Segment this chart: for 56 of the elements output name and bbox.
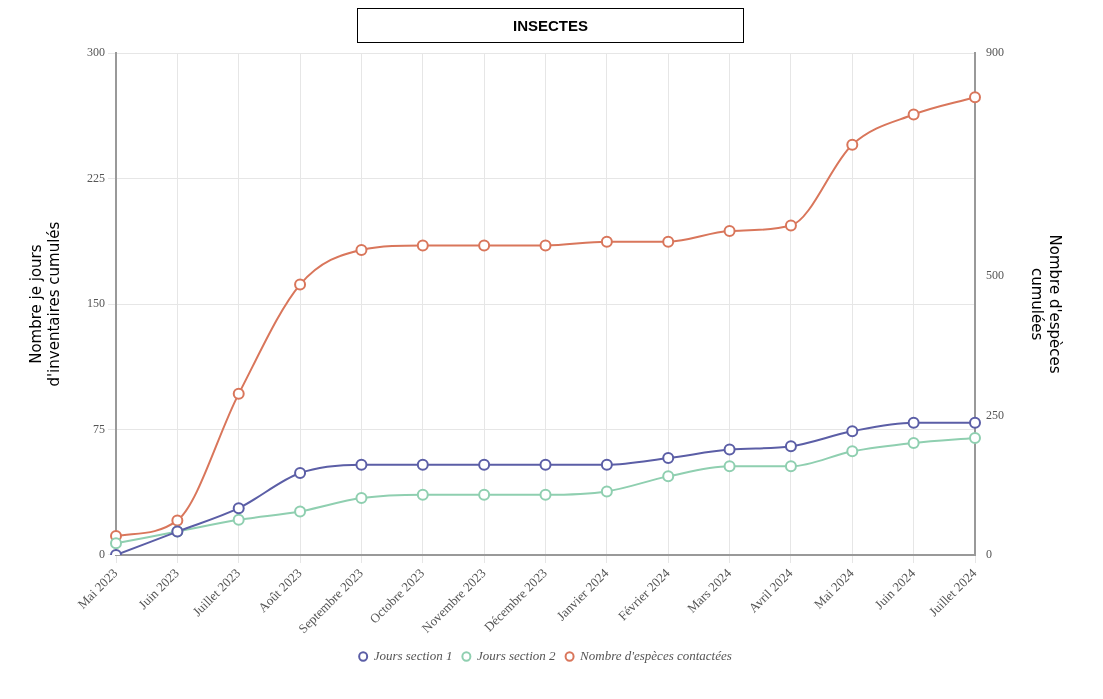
y-axis-title: Nombre je jours d'inventaires cumulés bbox=[26, 221, 63, 387]
y2-tick-label: 900 bbox=[986, 45, 1004, 60]
y-tick-label: 150 bbox=[87, 296, 105, 311]
y-tick-label: 225 bbox=[87, 170, 105, 185]
point bbox=[110, 537, 122, 550]
point bbox=[478, 458, 491, 471]
legend-label: Jours section 2 bbox=[476, 647, 557, 663]
point bbox=[232, 502, 245, 515]
point bbox=[539, 488, 552, 501]
point bbox=[723, 443, 736, 456]
point bbox=[907, 416, 920, 429]
point bbox=[355, 458, 368, 471]
y2-tick-label: 500 bbox=[986, 268, 1004, 283]
point bbox=[662, 451, 675, 464]
point bbox=[723, 460, 736, 473]
point bbox=[294, 467, 307, 480]
point bbox=[600, 458, 613, 471]
chart-title: INSECTES bbox=[357, 8, 744, 43]
legend-label: Nombre d'espèces contactées bbox=[579, 647, 732, 663]
point bbox=[539, 458, 552, 471]
point bbox=[846, 138, 859, 151]
point bbox=[784, 440, 797, 453]
point bbox=[907, 108, 920, 121]
point bbox=[662, 235, 675, 248]
point bbox=[539, 239, 552, 252]
y-tick-label: 300 bbox=[87, 45, 105, 60]
y2-axis-title: Nombre d'espèces cumulées bbox=[1028, 234, 1065, 374]
point bbox=[416, 239, 429, 252]
y2-tick-label: 0 bbox=[986, 547, 992, 562]
point bbox=[784, 219, 797, 232]
point bbox=[171, 514, 184, 527]
point bbox=[355, 492, 368, 505]
point bbox=[600, 485, 613, 498]
point bbox=[232, 513, 245, 526]
point bbox=[416, 488, 429, 501]
legend-label: Jours section 1 bbox=[373, 647, 453, 663]
point bbox=[294, 278, 307, 291]
y2-tick-label: 250 bbox=[986, 407, 1004, 422]
point bbox=[416, 458, 429, 471]
point bbox=[723, 225, 736, 238]
point bbox=[355, 244, 368, 257]
y-tick-label: 75 bbox=[93, 421, 105, 436]
point bbox=[294, 505, 307, 518]
point bbox=[907, 436, 920, 449]
point bbox=[969, 416, 981, 429]
point bbox=[969, 91, 981, 104]
point bbox=[784, 460, 797, 473]
point bbox=[232, 387, 245, 400]
point bbox=[600, 235, 613, 248]
point bbox=[478, 488, 491, 501]
point bbox=[662, 470, 675, 483]
point bbox=[846, 445, 859, 458]
y-tick-label: 0 bbox=[99, 547, 105, 562]
point bbox=[846, 425, 859, 438]
point bbox=[969, 431, 981, 444]
point bbox=[478, 239, 491, 252]
